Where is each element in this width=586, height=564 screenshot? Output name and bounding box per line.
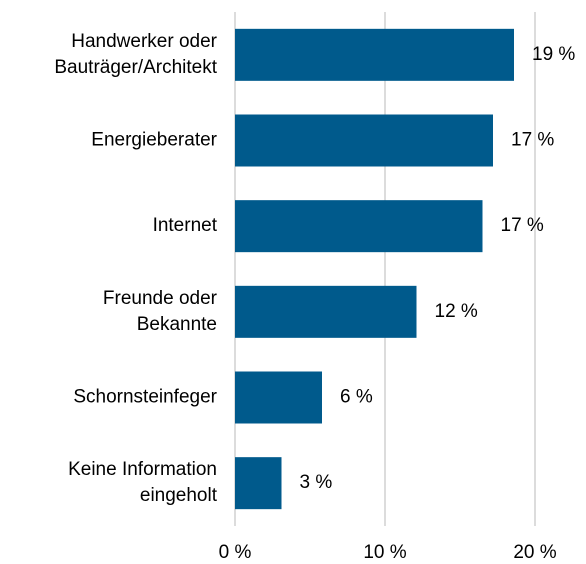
value-label: 19 %: [532, 44, 575, 65]
bar: [235, 200, 483, 253]
y-tick-label: Internet: [153, 215, 218, 236]
y-tick-label: Freunde oder: [103, 288, 218, 309]
y-tick-label: Bauträger/Architekt: [54, 57, 217, 78]
value-label: 17 %: [501, 215, 544, 236]
value-label: 6 %: [340, 387, 373, 408]
y-tick-label: Bekannte: [137, 314, 217, 335]
x-tick-label: 0 %: [219, 542, 252, 563]
value-label: 3 %: [300, 472, 333, 493]
y-tick-label: Keine Information: [68, 459, 217, 480]
bar: [235, 457, 282, 510]
bar: [235, 114, 493, 167]
value-label: 12 %: [435, 301, 478, 322]
y-tick-label: Schornsteinfeger: [73, 387, 217, 408]
y-tick-label: Handwerker oder: [71, 31, 217, 52]
bar: [235, 28, 514, 81]
y-tick-label: eingeholt: [140, 485, 218, 506]
bar: [235, 285, 417, 338]
value-label: 17 %: [511, 130, 554, 151]
bar: [235, 371, 322, 424]
x-tick-label: 10 %: [363, 542, 406, 563]
x-tick-label: 20 %: [513, 542, 556, 563]
y-tick-label: Energieberater: [91, 130, 217, 151]
